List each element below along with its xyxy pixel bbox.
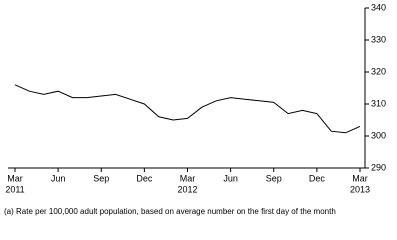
x-tick-label: Sep	[93, 173, 109, 183]
x-tick-label: Mar	[7, 173, 23, 183]
y-tick-label: 290	[371, 162, 386, 172]
chart: (a) Rate per 100,000 adult population, b…	[4, 2, 386, 216]
x-tick-label: Jun	[51, 173, 66, 183]
y-tick-label: 320	[371, 66, 386, 76]
y-tick-label: 330	[371, 34, 386, 44]
footnote: (a) Rate per 100,000 adult population, b…	[4, 207, 336, 216]
x-year-label: 2013	[350, 184, 370, 194]
y-tick-label: 310	[371, 98, 386, 108]
x-tick-label: Mar	[352, 173, 368, 183]
x-tick-label: Jun	[223, 173, 238, 183]
y-tick-label: 300	[371, 130, 386, 140]
x-tick-label: Dec	[309, 173, 326, 183]
x-year-label: 2012	[177, 184, 197, 194]
line	[14, 84, 361, 134]
x-tick-label: Mar	[180, 173, 196, 183]
x-tick-label: Dec	[136, 173, 153, 183]
x-tick-label: Sep	[266, 173, 282, 183]
x-year-label: 2011	[5, 184, 24, 194]
y-tick-label: 340	[371, 2, 386, 12]
